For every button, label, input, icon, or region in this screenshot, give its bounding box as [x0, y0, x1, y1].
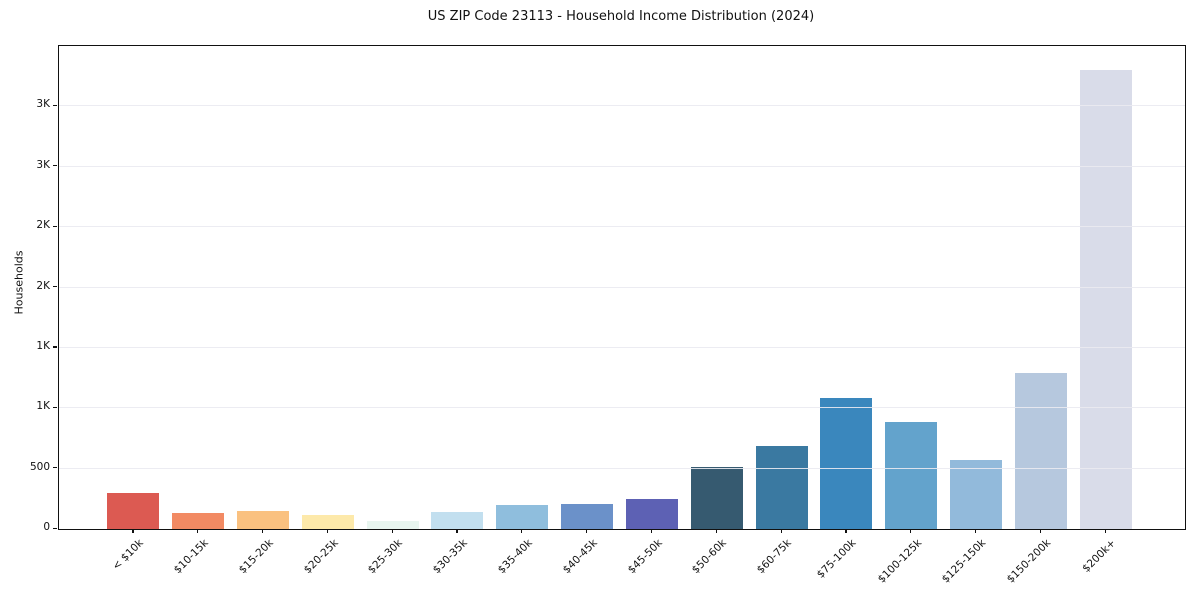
x-tick-mark: [197, 529, 199, 533]
x-tick-mark: [586, 529, 588, 533]
gridline-2500: [59, 226, 1185, 228]
x-tick-mark: [456, 529, 458, 533]
x-tick-label: $30-35k: [430, 537, 470, 577]
gridline-1500: [59, 346, 1185, 348]
bar-8: [561, 504, 614, 529]
y-tick-mark: [53, 104, 57, 107]
x-tick-label: < $10k: [110, 537, 146, 573]
x-tick-mark: [132, 529, 134, 533]
gridline-1000: [59, 407, 1185, 409]
y-tick-mark: [53, 467, 57, 469]
x-tick-label: $100-125k: [875, 537, 924, 586]
x-tick-label: $125-150k: [939, 537, 989, 586]
y-tick-label: 1K: [36, 400, 50, 413]
x-tick-label: $20-25k: [301, 537, 341, 577]
x-tick-mark: [845, 529, 847, 533]
y-tick-label: 500: [29, 460, 50, 473]
x-tick-mark: [974, 529, 977, 533]
bar-1: [107, 493, 160, 529]
plot-area: [58, 45, 1186, 530]
gridline-3500: [59, 105, 1185, 107]
x-tick-mark: [715, 529, 717, 533]
y-tick-mark: [53, 346, 57, 348]
bar-15: [1014, 373, 1067, 529]
bar-5: [366, 520, 419, 529]
x-tick-mark: [780, 529, 782, 533]
x-tick-label: $40-45k: [560, 537, 600, 577]
bar-13: [885, 421, 938, 529]
y-tick-mark: [53, 286, 57, 288]
x-tick-label: $25-30k: [366, 537, 406, 577]
x-tick-mark: [326, 529, 329, 533]
gridline-2000: [59, 286, 1185, 288]
bar-14: [949, 460, 1002, 529]
x-tick-label: $150-200k: [1004, 537, 1054, 586]
chart-title: US ZIP Code 23113 - Household Income Dis…: [427, 9, 815, 24]
x-tick-mark: [650, 529, 653, 533]
x-tick-mark: [391, 529, 393, 533]
bar-9: [625, 498, 678, 529]
bar-16: [1079, 70, 1132, 529]
x-tick-label: $200k+: [1080, 537, 1119, 575]
x-tick-label: $75-100k: [815, 537, 859, 581]
x-tick-mark: [1104, 529, 1106, 533]
x-tick-label: $45-50k: [625, 537, 665, 577]
y-tick-label: 2K: [36, 219, 50, 232]
y-tick-label: 0: [43, 521, 50, 533]
gridline-500: [59, 467, 1185, 469]
y-tick-mark: [53, 225, 57, 227]
y-tick-label: 1K: [36, 339, 50, 352]
bar-4: [301, 515, 354, 529]
bar-10: [690, 467, 743, 529]
y-tick-label: 3K: [36, 98, 50, 111]
x-tick-mark: [1039, 529, 1041, 533]
bar-2: [172, 513, 225, 529]
y-tick-mark: [53, 165, 57, 167]
bar-6: [431, 511, 484, 529]
gridline-3000: [59, 165, 1185, 167]
x-tick-mark: [262, 529, 264, 533]
bar-3: [237, 510, 290, 529]
x-tick-label: $35-40k: [495, 537, 535, 577]
y-tick-label: 3K: [36, 158, 50, 171]
bar-12: [820, 398, 873, 529]
y-tick-mark: [53, 527, 57, 529]
bar-11: [755, 446, 808, 529]
x-tick-mark: [521, 529, 523, 533]
x-tick-label: $10-15k: [171, 537, 211, 577]
x-tick-label: $15-20k: [236, 537, 276, 577]
bar-7: [496, 504, 549, 529]
y-tick-label: 2K: [36, 279, 50, 292]
x-tick-label: $50-60k: [690, 537, 730, 577]
x-tick-mark: [910, 529, 912, 533]
x-tick-label: $60-75k: [754, 537, 795, 577]
y-tick-mark: [53, 406, 57, 408]
